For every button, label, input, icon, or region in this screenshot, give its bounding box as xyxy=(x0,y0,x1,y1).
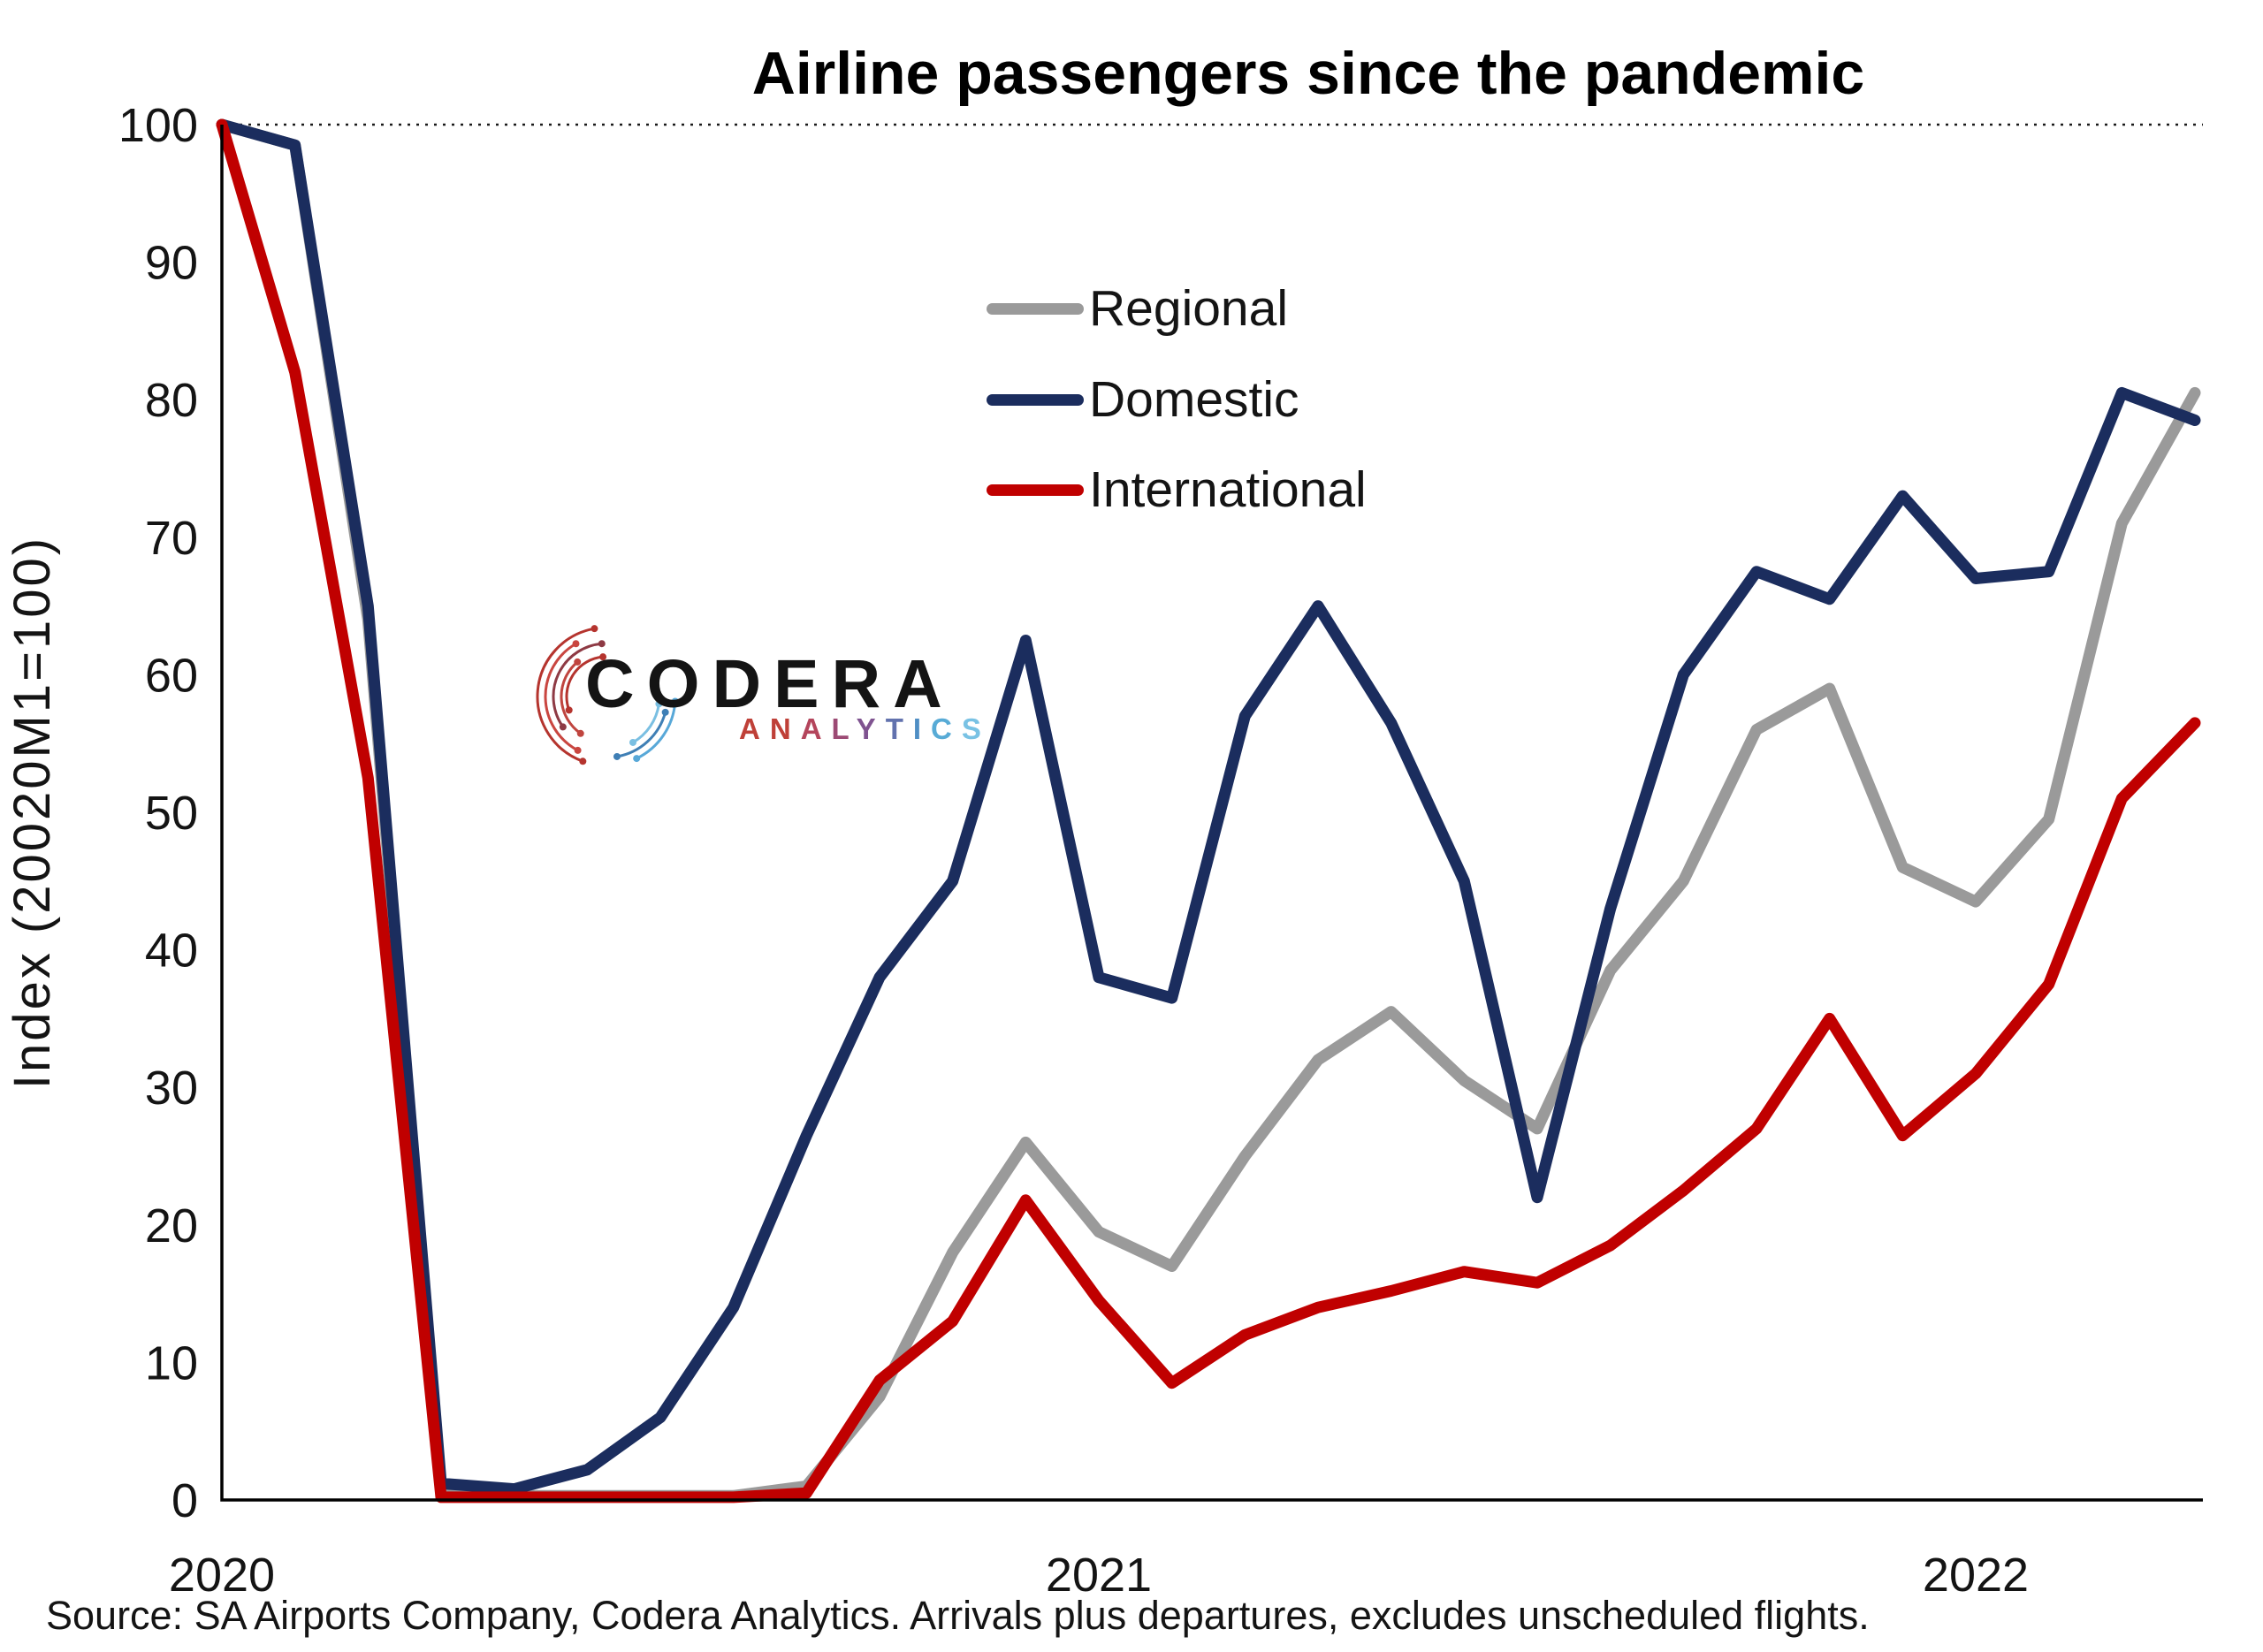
logo-arc xyxy=(636,701,677,760)
x-tick-label: 2020 xyxy=(169,1549,275,1602)
domestic-series-line xyxy=(216,118,2201,1496)
logo-arc xyxy=(565,655,604,711)
logo-arc-dot xyxy=(572,640,580,648)
logo-subtitle-letter: C xyxy=(931,712,962,745)
logo-arc xyxy=(632,704,660,744)
codera-logo-icon xyxy=(536,625,679,765)
x-axis-tick-labels: 2020 2021 2022 xyxy=(169,1549,2029,1602)
international-series-line xyxy=(216,118,2201,1504)
logo-arc-dot xyxy=(574,746,582,754)
legend-label-regional: Regional xyxy=(1089,280,1288,337)
logo-arc-dot xyxy=(671,697,679,705)
codera-logo-wordmark: CODERA xyxy=(585,646,955,722)
logo-arc-dot xyxy=(629,738,636,746)
y-tick-label: 10 xyxy=(145,1336,198,1389)
y-tick-label: 90 xyxy=(145,237,198,290)
logo-arc-dot xyxy=(565,706,573,714)
regional-line-swatch xyxy=(987,302,1084,315)
logo-arc-dot xyxy=(655,700,663,708)
legend-label-international: International xyxy=(1089,461,1367,519)
chart-title: Airline passengers since the pandemic xyxy=(752,40,1864,107)
legend-label-domestic: Domestic xyxy=(1089,370,1299,428)
logo-subtitle-letter: Y xyxy=(856,712,886,745)
logo-subtitle-letter: A xyxy=(739,712,770,745)
logo-arc xyxy=(536,627,595,763)
international-line-swatch xyxy=(987,484,1084,497)
logo-arc-dot xyxy=(579,757,587,765)
logo-arc xyxy=(616,712,667,758)
logo-arc xyxy=(560,660,582,735)
y-tick-label: 80 xyxy=(145,374,198,427)
y-tick-label: 100 xyxy=(118,99,198,152)
y-axis-title: Index (20020M1=100) xyxy=(4,536,61,1089)
logo-arc-dot xyxy=(574,658,582,666)
codera-analytics-logo: CODERA ANALYTICS xyxy=(495,610,990,787)
domestic-line-swatch xyxy=(987,393,1084,406)
legend-item-domestic: Domestic xyxy=(987,370,1367,428)
logo-subtitle-letter: S xyxy=(961,712,991,745)
y-tick-label: 0 xyxy=(171,1474,198,1527)
y-tick-label: 30 xyxy=(145,1062,198,1115)
y-tick-label: 60 xyxy=(145,649,198,702)
y-tick-label: 20 xyxy=(145,1199,198,1252)
y-axis-tick-labels: 0 10 20 30 40 50 60 70 80 90 100 xyxy=(118,99,198,1527)
x-tick-label: 2022 xyxy=(1923,1549,2029,1602)
logo-subtitle-letter: I xyxy=(912,712,932,745)
logo-arc xyxy=(544,642,579,752)
legend-item-international: International xyxy=(987,462,1367,518)
y-tick-label: 40 xyxy=(145,925,198,978)
y-tick-label: 50 xyxy=(145,787,198,840)
logo-arc xyxy=(552,642,602,728)
logo-subtitle-letter: N xyxy=(769,712,801,745)
axis-lines xyxy=(220,125,2203,1502)
logo-subtitle-letter: T xyxy=(885,712,913,745)
logo-subtitle-letter: L xyxy=(831,712,857,745)
logo-arc-dot xyxy=(559,723,567,731)
logo-arc-dot xyxy=(613,752,621,760)
source-note: Source: SA Airports Company, Codera Anal… xyxy=(46,1593,1870,1638)
chart-legend: Regional Domestic International xyxy=(987,281,1367,518)
x-tick-label: 2021 xyxy=(1046,1549,1152,1602)
logo-arc-dot xyxy=(598,640,606,648)
series-lines xyxy=(216,118,2201,1504)
codera-logo-subtitle: ANALYTICS xyxy=(739,712,991,746)
logo-arc-dot xyxy=(633,755,641,763)
logo-subtitle-letter: A xyxy=(800,712,832,745)
logo-arc-dot xyxy=(576,729,584,737)
legend-item-regional: Regional xyxy=(987,281,1367,337)
y-tick-label: 70 xyxy=(145,512,198,565)
logo-arc-dot xyxy=(661,708,669,716)
logo-arc-dot xyxy=(599,653,607,661)
logo-arc-dot xyxy=(591,625,598,633)
